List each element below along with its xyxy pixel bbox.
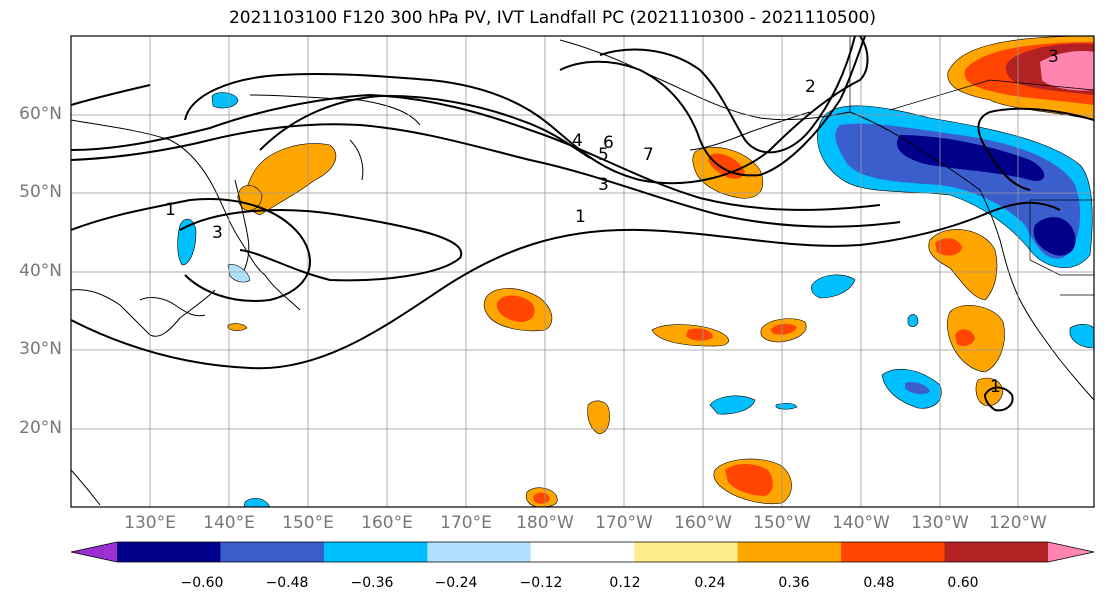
colorbar-segment xyxy=(530,542,635,562)
graticule xyxy=(71,36,1094,507)
colorbar-segment xyxy=(71,542,117,562)
map-frame xyxy=(70,35,1095,508)
colorbar-segment xyxy=(117,542,221,562)
contour-label-3a: 3 xyxy=(598,175,609,195)
contour-label-6: 6 xyxy=(603,133,614,153)
contour-label-7: 7 xyxy=(643,145,654,165)
colorbar-segment xyxy=(634,542,739,562)
lon-label-180w: 180°W xyxy=(516,513,574,533)
colorbar-segment xyxy=(427,542,532,562)
lon-label-140e: 140°E xyxy=(203,513,255,533)
colorbar-segment xyxy=(944,542,1049,562)
colorbar-tick-5: −0.12 xyxy=(519,575,563,591)
lon-label-150w: 150°W xyxy=(753,513,811,533)
lon-label-150e: 150°E xyxy=(282,513,334,533)
contour-label-1c: 1 xyxy=(990,377,1001,397)
lon-label-170e: 170°E xyxy=(440,513,492,533)
colorbar-tick-8: 0.36 xyxy=(778,575,810,591)
contour-labels: 1 2 3 4 5 6 7 1 3 3 1 xyxy=(165,47,1059,397)
colorbar-outline xyxy=(70,541,1095,563)
contour-label-1b: 1 xyxy=(165,200,176,220)
colorbar-tick-3: −0.36 xyxy=(350,575,394,591)
lat-label-20n: 20°N xyxy=(19,418,62,438)
map-title: 2021103100 F120 300 hPa PV, IVT Landfall… xyxy=(228,8,876,28)
colorbar-tick-6: 0.12 xyxy=(609,575,641,591)
contour-label-2: 2 xyxy=(805,77,816,97)
lon-label-170w: 170°W xyxy=(595,513,653,533)
lon-label-160e: 160°E xyxy=(361,513,413,533)
contour-label-5: 5 xyxy=(598,145,609,165)
colorbar-tick-10: 0.60 xyxy=(947,575,979,591)
shaded-anomalies xyxy=(177,36,1094,507)
colorbar-tick-4: −0.24 xyxy=(434,575,478,591)
colorbar-segment xyxy=(1048,542,1094,562)
colorbar xyxy=(70,541,1095,563)
colorbar-segment xyxy=(737,542,842,562)
boundaries xyxy=(849,36,1094,296)
contour-label-4: 4 xyxy=(572,131,583,151)
contour-label-1a: 1 xyxy=(575,207,586,227)
colorbar-segment xyxy=(220,542,325,562)
contour-label-3b: 3 xyxy=(212,223,223,243)
lat-label-30n: 30°N xyxy=(19,339,62,359)
lat-label-60n: 60°N xyxy=(19,104,62,124)
lon-label-120w: 120°W xyxy=(989,513,1047,533)
pv-contours xyxy=(71,36,1094,412)
colorbar-segment xyxy=(841,542,946,562)
lon-label-140w: 140°W xyxy=(832,513,890,533)
lon-label-130e: 130°E xyxy=(124,513,176,533)
colorbar-tick-2: −0.48 xyxy=(265,575,309,591)
colorbar-tick-9: 0.48 xyxy=(863,575,895,591)
lon-label-160w: 160°W xyxy=(674,513,732,533)
colorbar-tick-1: −0.60 xyxy=(180,575,224,591)
contour-label-3c: 3 xyxy=(1048,47,1059,67)
colorbar-segment xyxy=(323,542,428,562)
lat-label-40n: 40°N xyxy=(19,261,62,281)
colorbar-tick-7: 0.24 xyxy=(694,575,726,591)
lon-label-130w: 130°W xyxy=(911,513,969,533)
lat-label-50n: 50°N xyxy=(19,182,62,202)
